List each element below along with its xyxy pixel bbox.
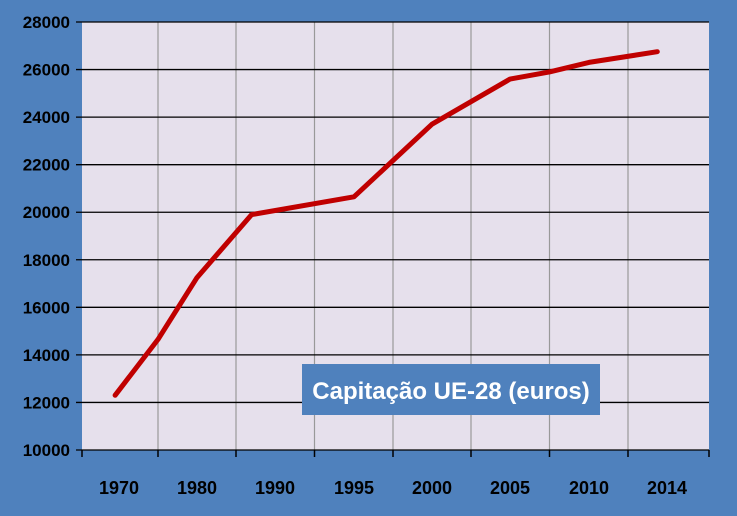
annotation-background [302, 364, 600, 415]
y-tick-label: 24000 [23, 108, 70, 127]
y-tick-label: 16000 [23, 298, 70, 317]
x-tick-label: 1970 [99, 478, 139, 498]
series-points [115, 51, 658, 396]
y-tick-label: 14000 [23, 346, 70, 365]
y-tick-label: 22000 [23, 156, 70, 175]
y-tick-label: 20000 [23, 203, 70, 222]
x-tick-label: 2010 [569, 478, 609, 498]
annotation-label: Capitação UE-28 (euros) [312, 378, 589, 405]
x-tick-label: 2005 [490, 478, 530, 498]
x-tick-label: 1995 [334, 478, 374, 498]
x-tick-marks [81, 450, 710, 457]
y-tick-label: 12000 [23, 393, 70, 412]
series-line [112, 49, 660, 398]
y-axis-tick-labels: 10000 12000 14000 16000 18000 20000 22000 24000… [23, 13, 70, 460]
y-tick-label: 18000 [23, 251, 70, 270]
y-tick-label: 10000 [23, 441, 70, 460]
annotation-box: Capitação UE-28 (euros) [302, 364, 600, 415]
x-tick-label: 2000 [412, 478, 452, 498]
y-tick-label: 26000 [23, 61, 70, 80]
y-tick-label: 28000 [23, 13, 70, 32]
x-tick-label: 1980 [177, 478, 217, 498]
x-tick-label: 2014 [647, 478, 687, 498]
x-tick-label: 1990 [255, 478, 295, 498]
x-axis-tick-labels: 1970 1980 1990 1995 2000 2005 2010 2014 [99, 478, 687, 498]
